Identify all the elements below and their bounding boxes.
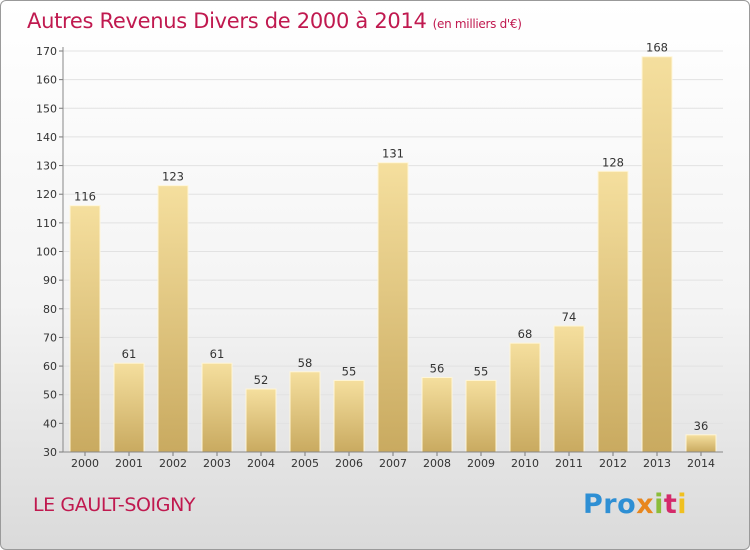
bar-value-label: 123 — [162, 170, 184, 184]
y-tick-label: 130 — [36, 160, 57, 173]
bar-value-label: 61 — [210, 347, 225, 361]
bar — [685, 434, 717, 453]
y-tick-label: 60 — [43, 360, 57, 373]
bar-value-label: 116 — [74, 190, 96, 204]
bar — [201, 362, 233, 453]
chart-title: Autres Revenus Divers de 2000 à 2014 (en … — [27, 9, 522, 33]
bar-value-label: 52 — [254, 373, 269, 387]
x-tick-label: 2000 — [71, 457, 99, 470]
bar-value-label: 68 — [518, 327, 533, 341]
x-tick-label: 2001 — [115, 457, 143, 470]
y-axis: 30 40 50 60 70 80 90 100 110 120 130 140 150 160 170 — [36, 45, 64, 459]
bar-value-label: 36 — [694, 419, 709, 433]
location-label: LE GAULT-SOIGNY — [33, 494, 196, 516]
bar — [421, 377, 453, 453]
y-tick-label: 100 — [36, 246, 57, 259]
y-tick-label: 70 — [43, 331, 57, 344]
x-tick-label: 2007 — [379, 457, 407, 470]
bar — [333, 379, 365, 453]
bar — [157, 185, 189, 453]
x-tick-label: 2009 — [467, 457, 495, 470]
bars — [69, 56, 717, 453]
chart-subtitle: (en milliers d'€) — [432, 17, 522, 31]
x-tick-label: 2005 — [291, 457, 319, 470]
bar-value-label: 55 — [474, 364, 489, 378]
x-tick-label: 2011 — [555, 457, 583, 470]
y-tick-label: 150 — [36, 102, 57, 115]
bar — [597, 170, 629, 453]
bar — [69, 205, 101, 453]
x-tick-label: 2002 — [159, 457, 187, 470]
logo-part: t — [663, 489, 678, 520]
x-tick-label: 2004 — [247, 457, 275, 470]
chart-title-text: Autres Revenus Divers de 2000 à 2014 — [27, 9, 427, 33]
x-tick-label: 2010 — [511, 457, 539, 470]
proxiti-logo: Proxiti — [583, 489, 687, 520]
x-tick-label: 2008 — [423, 457, 451, 470]
bar-value-label: 128 — [602, 155, 624, 169]
y-tick-label: 80 — [43, 303, 57, 316]
bar-value-label: 56 — [430, 362, 445, 376]
y-tick-label: 30 — [43, 446, 57, 459]
x-tick-label: 2006 — [335, 457, 363, 470]
bar — [465, 379, 497, 453]
y-tick-label: 40 — [43, 417, 57, 430]
y-tick-label: 160 — [36, 74, 57, 87]
x-tick-label: 2003 — [203, 457, 231, 470]
bar-value-label: 58 — [298, 356, 313, 370]
y-tick-label: 170 — [36, 45, 57, 58]
y-tick-label: 110 — [36, 217, 57, 230]
bar-value-label: 61 — [122, 347, 137, 361]
y-tick-label: 50 — [43, 389, 57, 402]
x-tick-label: 2012 — [599, 457, 627, 470]
x-axis: 2000 2001 2002 2003 2004 2005 2006 2007 2008 2009… — [63, 451, 723, 470]
bar-value-label: 74 — [562, 310, 577, 324]
bar-value-label: 131 — [382, 147, 404, 161]
bar — [377, 162, 409, 453]
bar — [553, 325, 585, 453]
data-labels: 116 61 123 61 52 58 55 131 56 55 68 74 128 168 36 — [74, 41, 708, 433]
bar — [113, 362, 145, 453]
x-tick-label: 2014 — [687, 457, 715, 470]
logo-part: Pro — [583, 489, 637, 520]
bar — [641, 56, 673, 453]
bar — [289, 371, 321, 453]
bar-value-label: 55 — [342, 364, 357, 378]
logo-part: i — [654, 489, 664, 520]
bar — [245, 388, 277, 453]
x-tick-label: 2013 — [643, 457, 671, 470]
logo-part: i — [677, 489, 688, 520]
y-tick-label: 90 — [43, 274, 57, 287]
bar-value-label: 168 — [646, 41, 668, 55]
y-tick-label: 120 — [36, 188, 57, 201]
y-tick-label: 140 — [36, 131, 57, 144]
bar — [509, 342, 541, 453]
logo-part: x — [636, 489, 655, 520]
